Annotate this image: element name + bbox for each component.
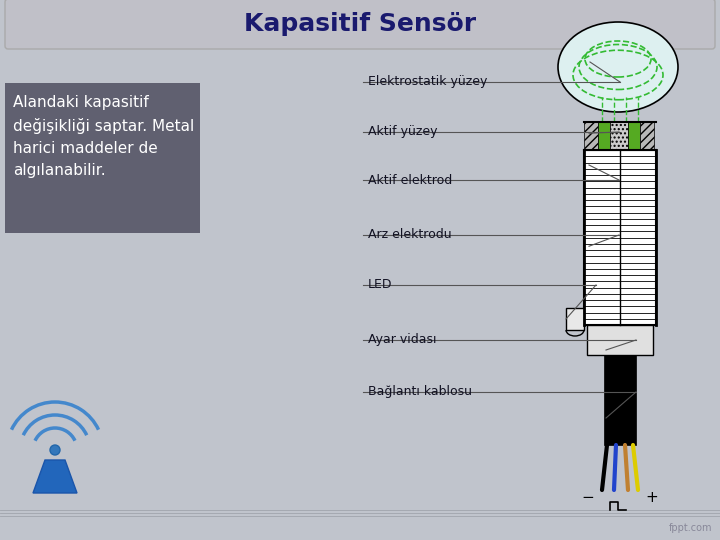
Text: −: −	[582, 490, 595, 505]
Bar	[640, 122, 654, 150]
Bar	[584, 122, 598, 150]
Bar	[584, 150, 656, 325]
Text: +: +	[646, 490, 658, 505]
Bar	[587, 325, 653, 355]
Polygon shape	[33, 460, 77, 493]
Text: Aktif elektrod: Aktif elektrod	[368, 173, 452, 186]
Text: Elektrostatik yüzey: Elektrostatik yüzey	[368, 76, 487, 89]
Bar	[5, 83, 200, 233]
Text: Bağlantı kablosu: Bağlantı kablosu	[368, 386, 472, 399]
Text: LED: LED	[368, 279, 392, 292]
FancyBboxPatch shape	[5, 0, 715, 49]
Text: Aktif yüzey: Aktif yüzey	[368, 125, 438, 138]
Bar	[598, 122, 610, 150]
Text: Arz elektrodu: Arz elektrodu	[368, 228, 451, 241]
Text: Kapasitif Sensör: Kapasitif Sensör	[244, 12, 476, 36]
Text: fppt.com: fppt.com	[668, 523, 712, 533]
Bar	[604, 355, 636, 445]
Ellipse shape	[558, 22, 678, 112]
Bar	[610, 122, 628, 150]
Bar	[628, 122, 640, 150]
Bar	[566, 308, 584, 330]
Text: Alandaki kapasitif
değişikliği saptar. Metal
harici maddeler de
algılanabilir.: Alandaki kapasitif değişikliği saptar. M…	[13, 95, 194, 178]
Bar	[0, 510, 720, 540]
Circle shape	[50, 445, 60, 455]
Text: Ayar vidası: Ayar vidası	[368, 334, 436, 347]
